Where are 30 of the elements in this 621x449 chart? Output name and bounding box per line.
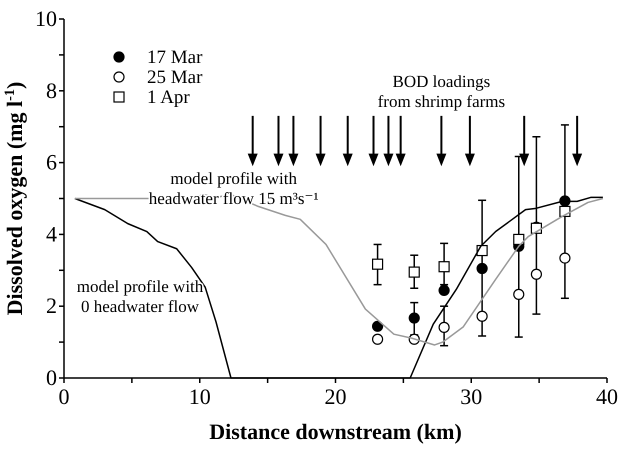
point: [408, 266, 420, 278]
y-tick-label: 6: [46, 150, 57, 175]
y-tick-label: 4: [46, 221, 57, 246]
point: [372, 258, 384, 270]
x-tick-label: 20: [324, 384, 346, 409]
y-tick-label: 10: [35, 6, 57, 31]
point: [513, 288, 524, 300]
legend-label: 1 Apr: [147, 87, 190, 108]
annotation: model profile with 0 headwater flow: [76, 276, 204, 316]
x-axis-title: Distance downstream (km): [209, 419, 462, 444]
point: [476, 262, 488, 274]
annotation: model profile with headwater flow 15 m³s⁻¹: [148, 169, 319, 208]
point: [408, 312, 420, 324]
point: [530, 268, 542, 280]
y-tick-label: 0: [46, 365, 57, 390]
legend-label: 25 Mar: [147, 67, 204, 88]
point: [513, 234, 524, 246]
point: [438, 261, 450, 272]
legend-label: 17 Mar: [147, 47, 204, 68]
point: [372, 320, 384, 332]
y-tick-label: 8: [46, 78, 57, 103]
point: [559, 252, 571, 264]
x-tick-label: 30: [460, 384, 482, 409]
x-tick-label: 10: [188, 384, 211, 409]
point: [476, 310, 488, 322]
point: [438, 322, 450, 333]
annotation: BOD loadings from shrimp farms: [378, 72, 506, 112]
x-tick-label: 40: [596, 384, 618, 409]
y-tick-label: 2: [46, 293, 57, 318]
point: [438, 284, 450, 296]
